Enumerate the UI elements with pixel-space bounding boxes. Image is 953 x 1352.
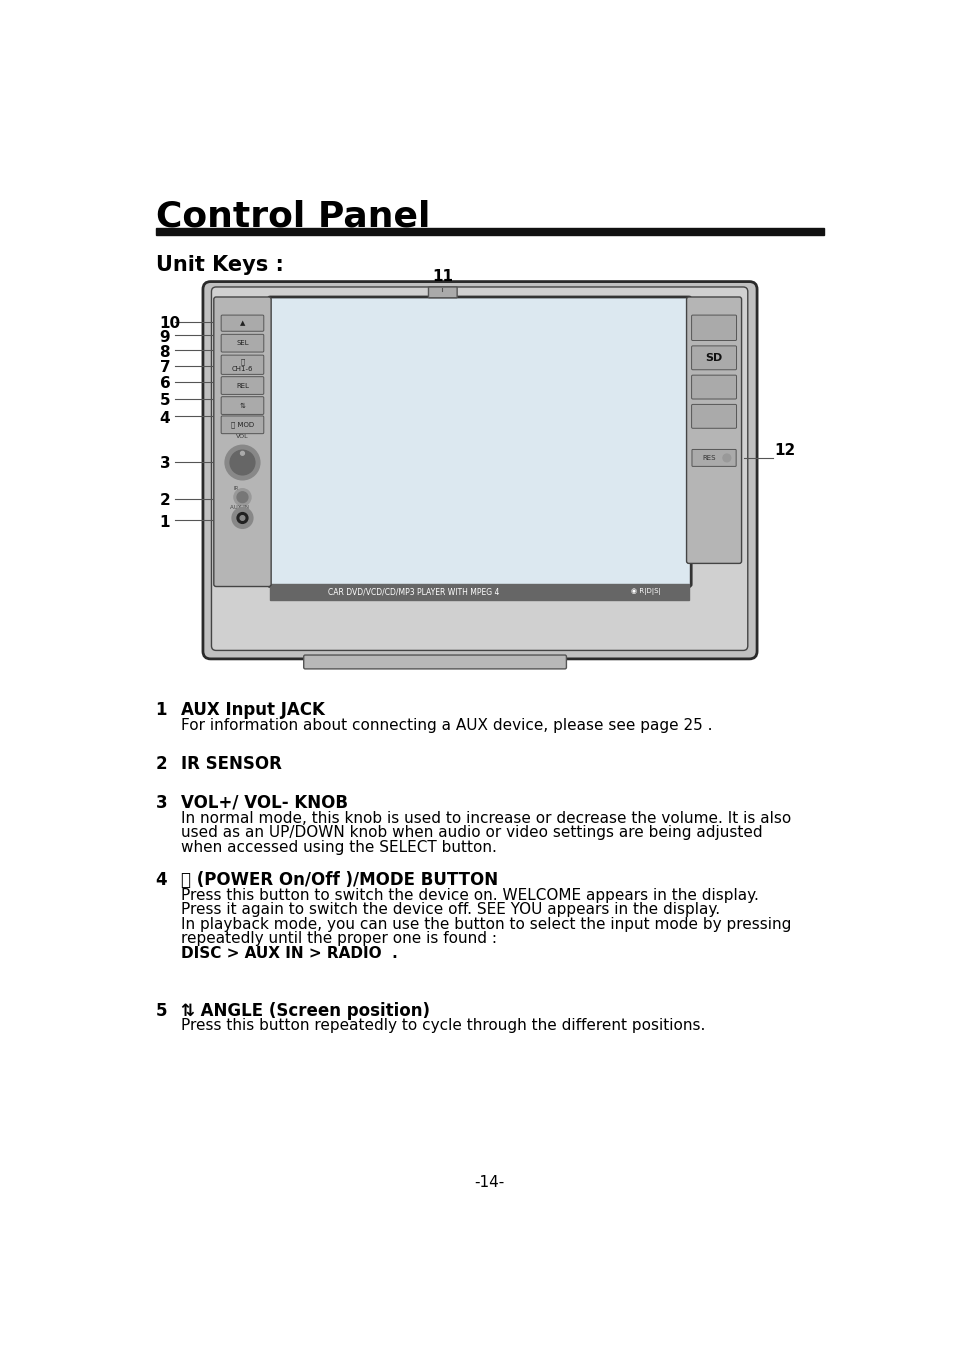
FancyBboxPatch shape	[268, 297, 691, 587]
Text: REL: REL	[235, 383, 249, 388]
Text: 2: 2	[155, 756, 167, 773]
Bar	[155, 228, 822, 235]
Text: 6: 6	[159, 376, 171, 391]
FancyBboxPatch shape	[686, 297, 740, 564]
Text: AUX IN: AUX IN	[230, 506, 249, 510]
Text: VOL: VOL	[236, 434, 249, 439]
Text: 3: 3	[159, 457, 170, 472]
Text: 1: 1	[159, 515, 170, 530]
Circle shape	[233, 508, 253, 529]
FancyBboxPatch shape	[691, 375, 736, 399]
Text: ⏻ (POWER On/Off )/MODE BUTTON: ⏻ (POWER On/Off )/MODE BUTTON	[181, 871, 497, 888]
Circle shape	[230, 450, 254, 475]
Text: IR SENSOR: IR SENSOR	[181, 756, 282, 773]
Text: 10: 10	[159, 316, 180, 331]
FancyBboxPatch shape	[691, 346, 736, 369]
Text: 1: 1	[155, 702, 167, 719]
Text: Unit Keys :: Unit Keys :	[155, 254, 283, 274]
Text: -14-: -14-	[474, 1175, 503, 1190]
Text: SD: SD	[704, 353, 721, 362]
Text: Press this button to switch the device on. WELCOME appears in the display.: Press this button to switch the device o…	[181, 887, 759, 903]
Bar	[270, 584, 688, 599]
Text: DISC > AUX IN > RADIO  .: DISC > AUX IN > RADIO .	[181, 946, 397, 961]
Text: 2: 2	[159, 493, 171, 508]
Text: ◉ R|D|S|: ◉ R|D|S|	[630, 588, 659, 595]
Circle shape	[233, 488, 251, 506]
FancyBboxPatch shape	[303, 654, 566, 669]
Text: 5: 5	[159, 393, 170, 408]
Text: used as an UP/DOWN knob when audio or video settings are being adjusted: used as an UP/DOWN knob when audio or vi…	[181, 825, 762, 840]
Text: 4: 4	[159, 411, 170, 426]
FancyBboxPatch shape	[691, 315, 736, 341]
Text: RES: RES	[701, 454, 715, 461]
Text: Press this button repeatedly to cycle through the different positions.: Press this button repeatedly to cycle th…	[181, 1018, 705, 1033]
Text: 7: 7	[159, 360, 170, 375]
Text: 9: 9	[159, 330, 170, 345]
FancyBboxPatch shape	[691, 449, 736, 466]
FancyBboxPatch shape	[221, 396, 264, 415]
FancyBboxPatch shape	[221, 416, 264, 434]
Text: Control Panel: Control Panel	[155, 199, 430, 233]
Text: ⏻ MOD: ⏻ MOD	[231, 422, 253, 429]
Text: 8: 8	[159, 345, 170, 360]
Text: SEL: SEL	[236, 341, 249, 346]
FancyBboxPatch shape	[221, 315, 264, 331]
Text: ⏯
CH1-6: ⏯ CH1-6	[232, 358, 253, 372]
Text: ⇅: ⇅	[239, 403, 245, 408]
Text: AUX Input JACK: AUX Input JACK	[181, 702, 325, 719]
Circle shape	[236, 492, 248, 503]
Text: CAR DVD/VCD/CD/MP3 PLAYER WITH MPEG 4: CAR DVD/VCD/CD/MP3 PLAYER WITH MPEG 4	[328, 587, 499, 596]
Circle shape	[240, 452, 244, 456]
Text: In normal mode, this knob is used to increase or decrease the volume. It is also: In normal mode, this knob is used to inc…	[181, 811, 791, 826]
FancyBboxPatch shape	[203, 281, 757, 658]
Text: In playback mode, you can use the button to select the input mode by pressing: In playback mode, you can use the button…	[181, 917, 791, 932]
Text: when accessed using the SELECT button.: when accessed using the SELECT button.	[181, 840, 497, 854]
Text: Press it again to switch the device off. SEE YOU appears in the display.: Press it again to switch the device off.…	[181, 902, 720, 917]
Circle shape	[225, 446, 259, 480]
Text: IR: IR	[233, 485, 239, 491]
Text: For information about connecting a AUX device, please see page 25 .: For information about connecting a AUX d…	[181, 718, 712, 733]
FancyBboxPatch shape	[213, 297, 271, 587]
Text: VOL+/ VOL- KNOB: VOL+/ VOL- KNOB	[181, 794, 348, 811]
FancyBboxPatch shape	[428, 287, 456, 297]
Text: 5: 5	[155, 1002, 167, 1019]
FancyBboxPatch shape	[221, 356, 264, 375]
FancyBboxPatch shape	[221, 334, 264, 352]
Text: 4: 4	[155, 871, 167, 888]
FancyBboxPatch shape	[221, 377, 264, 395]
FancyBboxPatch shape	[212, 287, 747, 650]
Text: ▲: ▲	[239, 320, 245, 326]
Circle shape	[240, 515, 245, 521]
Text: ⇅ ANGLE (Screen position): ⇅ ANGLE (Screen position)	[181, 1002, 430, 1019]
Text: repeatedly until the proper one is found :: repeatedly until the proper one is found…	[181, 932, 497, 946]
FancyBboxPatch shape	[691, 404, 736, 429]
Circle shape	[236, 512, 248, 523]
Text: 3: 3	[155, 794, 167, 811]
Circle shape	[722, 454, 730, 462]
Text: 11: 11	[432, 269, 453, 284]
Text: 12: 12	[773, 443, 795, 458]
